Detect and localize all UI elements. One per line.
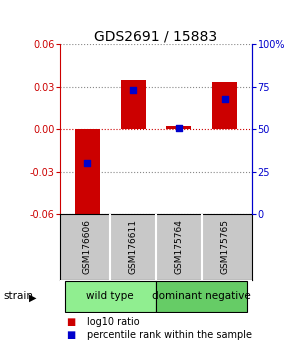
Text: strain: strain bbox=[3, 291, 33, 302]
Text: GSM176606: GSM176606 bbox=[83, 219, 92, 274]
Text: log10 ratio: log10 ratio bbox=[87, 317, 140, 327]
FancyBboxPatch shape bbox=[156, 281, 248, 312]
Point bbox=[176, 125, 181, 130]
Bar bbox=[166, 126, 191, 129]
Point bbox=[222, 96, 227, 102]
Text: dominant negative: dominant negative bbox=[152, 291, 251, 301]
Title: GDS2691 / 15883: GDS2691 / 15883 bbox=[94, 29, 218, 43]
Text: wild type: wild type bbox=[86, 291, 134, 301]
Text: GSM176611: GSM176611 bbox=[129, 219, 138, 274]
Text: GSM175764: GSM175764 bbox=[174, 219, 183, 274]
Text: ■: ■ bbox=[66, 317, 75, 327]
Text: ■: ■ bbox=[66, 330, 75, 339]
Text: GSM175765: GSM175765 bbox=[220, 219, 229, 274]
FancyBboxPatch shape bbox=[64, 281, 156, 312]
Text: percentile rank within the sample: percentile rank within the sample bbox=[87, 330, 252, 339]
Point bbox=[131, 87, 136, 93]
Bar bbox=[212, 82, 237, 129]
Text: ▶: ▶ bbox=[28, 293, 36, 303]
Bar bbox=[75, 129, 100, 217]
Bar bbox=[121, 80, 146, 129]
Point bbox=[85, 160, 90, 166]
